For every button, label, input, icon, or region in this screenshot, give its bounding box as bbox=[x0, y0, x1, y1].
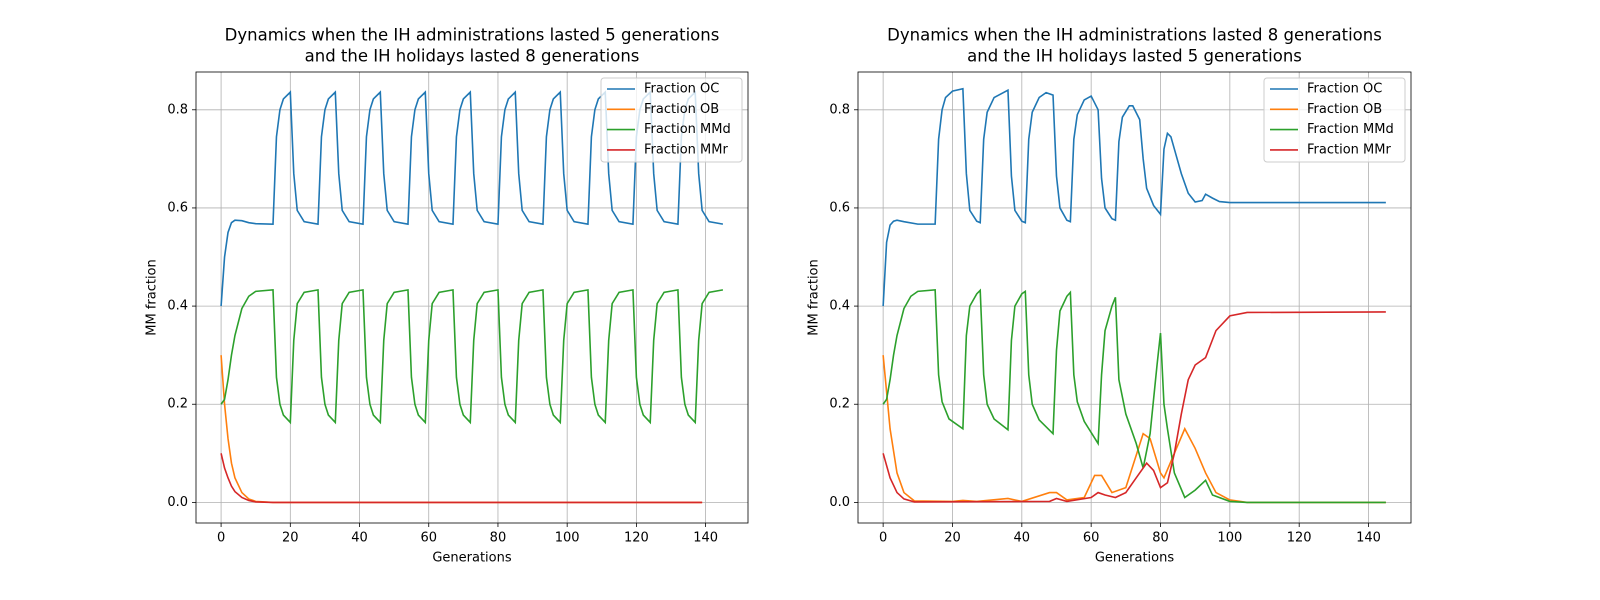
legend-label: Fraction OC bbox=[1307, 82, 1382, 97]
y-tick-label: 0.0 bbox=[829, 495, 850, 510]
y-tick-label: 0.6 bbox=[829, 200, 850, 215]
legend-label: Fraction OC bbox=[644, 82, 719, 97]
y-tick-label: 0.4 bbox=[167, 299, 188, 314]
y-tick-label: 0.8 bbox=[167, 102, 188, 117]
chart-title: and the IH holidays lasted 8 generations bbox=[305, 47, 640, 66]
x-tick-label: 40 bbox=[351, 531, 368, 546]
axes-frame bbox=[195, 71, 749, 524]
y-tick-label: 0.4 bbox=[829, 299, 850, 314]
y-tick-label: 0.2 bbox=[167, 397, 188, 412]
x-tick-label: 20 bbox=[282, 531, 299, 546]
y-tick-label: 0.0 bbox=[167, 495, 188, 510]
x-tick-label: 0 bbox=[879, 531, 887, 546]
x-tick-label: 100 bbox=[555, 531, 580, 546]
x-tick-label: 60 bbox=[420, 531, 437, 546]
y-axis-label: MM fraction bbox=[145, 259, 160, 336]
x-tick-label: 60 bbox=[1083, 531, 1100, 546]
chart-title: and the IH holidays lasted 5 generations bbox=[967, 47, 1302, 66]
chart-title: Dynamics when the IH administrations las… bbox=[887, 26, 1382, 45]
legend: Fraction OC Fraction OB Fraction MMd Fracti… bbox=[1263, 77, 1406, 163]
subplot: Dynamics when the IH administrations las… bbox=[807, 26, 1412, 566]
y-axis-label: MM fraction bbox=[807, 259, 822, 336]
x-axis-label: Generations bbox=[432, 551, 512, 566]
x-tick-label: 140 bbox=[1356, 531, 1381, 546]
x-tick-label: 20 bbox=[944, 531, 961, 546]
legend-box bbox=[1263, 77, 1406, 163]
legend-label: Fraction MMd bbox=[644, 122, 731, 137]
legend-label: Fraction OB bbox=[1307, 102, 1382, 117]
series-line bbox=[882, 87, 1386, 307]
series-line bbox=[882, 288, 1386, 504]
subplot: Dynamics when the IH administrations las… bbox=[145, 26, 749, 566]
x-tick-label: 140 bbox=[693, 531, 718, 546]
x-tick-label: 80 bbox=[490, 531, 507, 546]
x-axis-label: Generations bbox=[1095, 551, 1175, 566]
x-tick-label: 100 bbox=[1217, 531, 1242, 546]
x-tick-label: 40 bbox=[1014, 531, 1031, 546]
x-tick-label: 0 bbox=[217, 531, 225, 546]
x-tick-label: 80 bbox=[1152, 531, 1169, 546]
legend: Fraction OC Fraction OB Fraction MMd Fracti… bbox=[600, 77, 743, 163]
y-tick-label: 0.2 bbox=[829, 397, 850, 412]
legend-label: Fraction MMr bbox=[1307, 142, 1391, 157]
y-tick-label: 0.8 bbox=[829, 102, 850, 117]
chart-title: Dynamics when the IH administrations las… bbox=[225, 26, 720, 45]
legend-label: Fraction MMd bbox=[1307, 122, 1394, 137]
x-tick-label: 120 bbox=[624, 531, 649, 546]
y-tick-label: 0.6 bbox=[167, 200, 188, 215]
series-line bbox=[220, 288, 724, 425]
series-line bbox=[882, 311, 1386, 503]
legend-box bbox=[600, 77, 743, 163]
legend-label: Fraction MMr bbox=[644, 142, 728, 157]
series-line bbox=[220, 453, 703, 504]
x-tick-label: 120 bbox=[1287, 531, 1312, 546]
series-line bbox=[220, 355, 703, 504]
legend-label: Fraction OB bbox=[644, 102, 719, 117]
axes-frame bbox=[857, 71, 1412, 524]
